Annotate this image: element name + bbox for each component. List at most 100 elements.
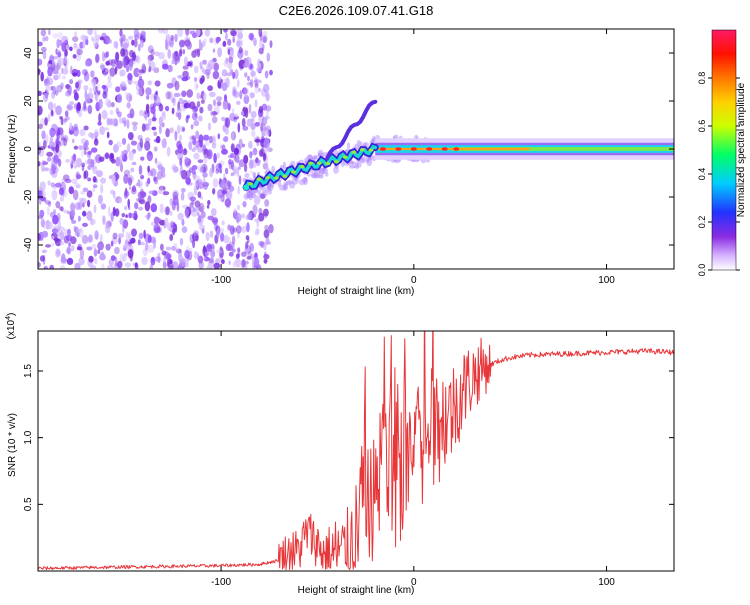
- heatmap-noise-blob: [249, 159, 254, 169]
- heatmap-noise-blob: [73, 190, 79, 200]
- heatmap-noise-blob: [73, 43, 77, 49]
- heatmap-trace-start: [243, 184, 249, 190]
- heatmap-noise-blob: [87, 200, 90, 207]
- heatmap-noise-blob: [148, 56, 151, 66]
- heatmap-noise-blob: [211, 208, 217, 216]
- heatmap-noise-blob: [60, 195, 64, 201]
- heatmap-noise-blob: [191, 200, 194, 205]
- heatmap-noise-blob: [77, 184, 81, 189]
- heatmap-noise-blob: [55, 183, 62, 188]
- heatmap-noise-blob: [203, 145, 207, 153]
- heatmap-noise-blob: [244, 72, 247, 77]
- heatmap-noise-blob: [244, 50, 248, 56]
- heatmap-noise-blob: [263, 152, 266, 162]
- heatmap-noise-blob: [83, 171, 86, 180]
- heatmap-noise-blob: [162, 112, 166, 121]
- heatmap-noise-blob: [76, 70, 80, 77]
- heatmap-noise-blob: [99, 126, 105, 135]
- heatmap-noise-blob: [139, 233, 144, 240]
- heatmap-noise-blob: [195, 131, 199, 140]
- heatmap-noise-blob: [160, 203, 164, 213]
- heatmap-noise-blob: [198, 116, 203, 121]
- heatmap-noise-blob: [152, 117, 157, 121]
- top-x-tick-label: -100: [211, 275, 231, 286]
- heatmap-noise-blob: [104, 127, 109, 131]
- heatmap-noise-blob: [215, 169, 219, 175]
- heatmap-noise-blob: [169, 127, 173, 133]
- heatmap-noise-blob: [94, 129, 99, 139]
- heatmap-noise-blob: [116, 141, 122, 148]
- chart-title: C2E6.2026.109.07.41.G18: [279, 3, 434, 18]
- heatmap-noise-blob: [88, 151, 92, 155]
- heatmap-noise-blob: [48, 102, 53, 111]
- heatmap-noise-blob: [72, 72, 77, 76]
- heatmap-noise-blob: [60, 132, 63, 140]
- heatmap-noise-blob: [191, 135, 195, 140]
- heatmap-noise-blob: [124, 121, 127, 127]
- heatmap-noise-blob: [127, 73, 132, 81]
- heatmap-noise-blob: [47, 221, 53, 229]
- heatmap-noise-blob: [102, 91, 106, 98]
- bottom-x-tick-label: -100: [211, 577, 231, 588]
- heatmap-peak-spot: [411, 147, 417, 151]
- heatmap-noise-blob: [59, 116, 62, 120]
- heatmap-noise-blob: [74, 164, 78, 168]
- heatmap-noise-blob: [174, 224, 177, 233]
- heatmap-noise-blob: [158, 164, 163, 170]
- heatmap-noise-blob: [94, 230, 98, 240]
- heatmap-noise-blob: [152, 127, 157, 131]
- heatmap-noise-blob: [61, 36, 68, 43]
- heatmap-noise-blob: [209, 92, 216, 98]
- heatmap-noise-blob: [205, 251, 210, 256]
- heatmap-noise-blob: [133, 125, 138, 131]
- heatmap-noise-blob: [228, 260, 231, 265]
- heatmap-noise-blob: [125, 262, 131, 268]
- heatmap-noise-blob: [105, 61, 110, 66]
- heatmap-noise-blob: [43, 50, 47, 59]
- heatmap-noise-blob: [77, 102, 81, 111]
- heatmap-noise-blob: [198, 215, 202, 223]
- heatmap-noise-blob: [57, 52, 61, 58]
- heatmap-noise-blob: [185, 260, 189, 268]
- heatmap-noise-blob: [186, 76, 191, 80]
- heatmap-noise-blob: [233, 91, 240, 98]
- heatmap-haze-blob: [257, 190, 261, 195]
- svg-text:(x104): (x104): [5, 313, 17, 340]
- heatmap-noise-blob: [213, 99, 216, 106]
- heatmap-noise-blob: [139, 199, 146, 204]
- colorbar-tick-label: 0.4: [697, 168, 707, 181]
- heatmap-noise-blob: [226, 73, 233, 77]
- heatmap-noise-blob: [65, 159, 69, 163]
- heatmap-noise-blob: [41, 30, 47, 37]
- heatmap-noise-blob: [107, 132, 110, 139]
- heatmap-noise-blob: [128, 212, 131, 218]
- heatmap-noise-blob: [249, 151, 252, 158]
- heatmap-noise-blob: [88, 256, 93, 263]
- heatmap-noise-blob: [159, 104, 163, 111]
- heatmap-noise-blob: [67, 246, 71, 254]
- heatmap-noise-blob: [92, 188, 95, 192]
- heatmap-noise-blob: [204, 38, 207, 44]
- heatmap-noise-blob: [119, 198, 122, 204]
- heatmap-noise-blob: [111, 175, 115, 185]
- heatmap-noise-blob: [46, 93, 49, 97]
- heatmap-noise-blob: [133, 81, 138, 85]
- heatmap-noise-blob: [209, 257, 214, 263]
- heatmap-noise-blob: [73, 126, 79, 136]
- heatmap-noise-blob: [233, 165, 237, 174]
- heatmap-trace-spot: [325, 162, 330, 165]
- heatmap-noise-blob: [250, 92, 255, 98]
- heatmap-noise-blob: [199, 107, 203, 114]
- heatmap-noise-blob: [123, 43, 129, 48]
- heatmap-noise-blob: [67, 85, 72, 95]
- heatmap-noise-blob: [192, 112, 198, 120]
- heatmap-noise-blob: [137, 91, 143, 95]
- heatmap-noise-blob: [197, 101, 201, 108]
- heatmap-noise-blob: [74, 146, 78, 150]
- heatmap-noise-blob: [60, 206, 63, 211]
- heatmap-noise-blob: [91, 244, 96, 249]
- heatmap-noise-blob: [130, 238, 135, 244]
- heatmap-noise-blob: [41, 130, 45, 139]
- heatmap-haze-blob: [357, 161, 362, 168]
